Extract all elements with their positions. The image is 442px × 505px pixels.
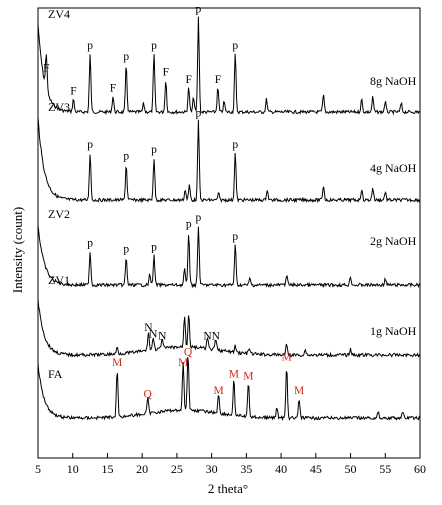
peak-label-n: N — [144, 322, 153, 334]
x-tick-label: 25 — [171, 462, 183, 476]
peak-label-f: F — [185, 74, 191, 86]
peak-label-m: M — [213, 385, 223, 397]
peak-label-f: F — [70, 85, 76, 97]
peak-label-f: F — [43, 62, 49, 74]
peak-label-f: F — [163, 67, 169, 79]
peak-label-n: N — [158, 331, 167, 343]
peak-label-p: p — [123, 150, 129, 162]
x-tick-label: 15 — [101, 462, 113, 476]
series-name-label: ZV3 — [48, 100, 70, 114]
peak-label-m: M — [178, 357, 188, 369]
x-tick-label: 10 — [67, 462, 79, 476]
series-name-label: FA — [48, 367, 63, 381]
peak-label-q: Q — [184, 346, 193, 358]
series-name-label: ZV4 — [48, 7, 70, 21]
peak-label-m: M — [243, 370, 253, 382]
peak-label-p: p — [196, 212, 202, 224]
condition-label: 8g NaOH — [370, 74, 417, 88]
series-line-fa — [37, 356, 421, 422]
x-tick-label: 50 — [345, 462, 357, 476]
peak-label-n: N — [149, 328, 158, 340]
x-tick-label: 40 — [275, 462, 287, 476]
peak-label-p: p — [87, 40, 93, 52]
series-name-label: ZV2 — [48, 207, 70, 221]
peak-label-q: Q — [144, 388, 153, 400]
peak-label-p: p — [87, 139, 93, 151]
plot-frame-group — [37, 7, 421, 459]
series-line-zv1 — [37, 299, 421, 359]
series-name-label: ZV1 — [48, 273, 70, 287]
x-tick-label: 55 — [379, 462, 391, 476]
peak-label-p: p — [232, 40, 238, 52]
peak-label-p: p — [123, 51, 129, 63]
condition-label: 2g NaOH — [370, 234, 417, 248]
peak-label-p: p — [232, 139, 238, 151]
peak-label-m: M — [112, 357, 122, 369]
ticks-group: 5 10 15 20 25 30 35 40 45 50 55 60 — [35, 453, 426, 476]
peak-label-n: N — [212, 331, 221, 343]
peak-label-p: p — [151, 40, 157, 52]
x-tick-label: 5 — [35, 462, 41, 476]
series-line-zv4 — [37, 16, 421, 116]
peak-label-m: M — [294, 385, 304, 397]
peak-label-m: M — [281, 352, 291, 364]
peak-label-p: p — [87, 237, 93, 249]
traces-group — [37, 16, 421, 422]
peak-label-m: M — [229, 368, 239, 380]
peak-label-p: p — [196, 4, 202, 16]
plot-frame — [37, 7, 421, 459]
series-line-zv2 — [37, 225, 421, 289]
x-tick-label: 30 — [206, 462, 218, 476]
peak-label-p: p — [232, 231, 238, 243]
peak-label-f: F — [110, 82, 116, 94]
series-line-zv3 — [37, 117, 421, 204]
peak-label-p: p — [123, 244, 129, 256]
y-axis-title: Intensity (count) — [10, 207, 25, 293]
x-axis-title: 2 theta° — [208, 481, 248, 496]
peak-label-p: p — [151, 242, 157, 254]
condition-label: 4g NaOH — [370, 161, 417, 175]
peak-label-f: F — [215, 74, 221, 86]
x-tick-label: 20 — [136, 462, 148, 476]
x-tick-label: 35 — [240, 462, 252, 476]
condition-label: 1g NaOH — [370, 324, 417, 338]
x-tick-label: 45 — [310, 462, 322, 476]
peak-label-p: p — [151, 144, 157, 156]
peak-label-p: p — [186, 219, 192, 231]
peak-label-p: p — [196, 107, 202, 119]
peak-label-n: N — [203, 331, 212, 343]
x-tick-label: 60 — [414, 462, 426, 476]
